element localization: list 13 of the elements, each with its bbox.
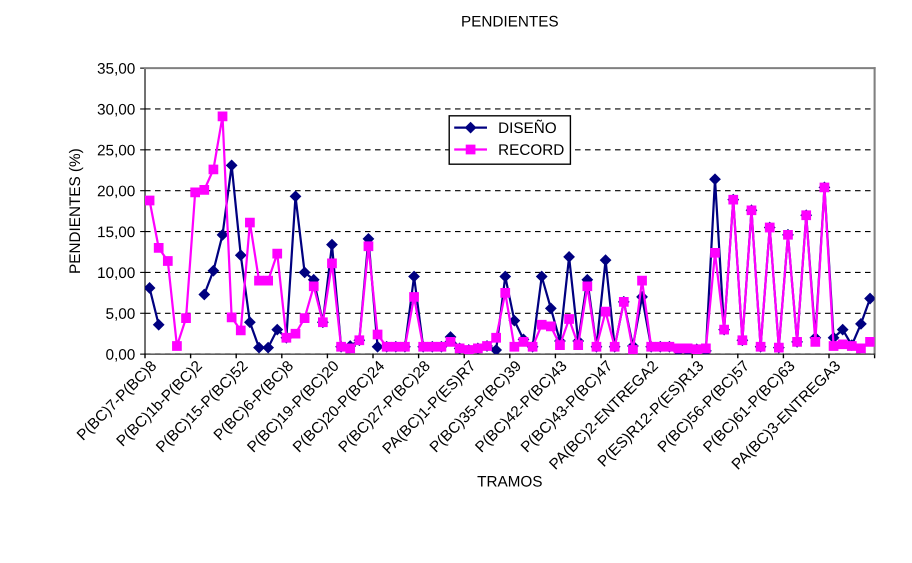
y-tick-label: 20,00 bbox=[98, 186, 135, 198]
chart-title: PENDIENTES bbox=[462, 16, 558, 27]
x-axis-title: TRAMOS bbox=[477, 476, 542, 487]
y-tick-label: 15,00 bbox=[98, 226, 135, 240]
legend-label: RECORD bbox=[499, 144, 564, 156]
legend-label: DISEÑO bbox=[499, 120, 556, 134]
y-tick-label: 10,00 bbox=[98, 267, 135, 280]
y-tick-label: 0,00 bbox=[106, 348, 135, 362]
y-axis-title: PENDIENTES (%) bbox=[68, 149, 84, 273]
y-tick-label: 35,00 bbox=[98, 62, 135, 76]
y-tick-label: 5,00 bbox=[106, 308, 135, 321]
y-tick-label: 25,00 bbox=[98, 144, 135, 158]
y-tick-label: 30,00 bbox=[98, 104, 135, 116]
